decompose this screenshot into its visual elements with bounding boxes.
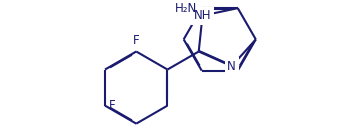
Text: F: F <box>109 99 116 112</box>
Text: N: N <box>227 60 236 73</box>
Text: NH: NH <box>194 9 211 22</box>
Text: H₂N: H₂N <box>175 2 197 15</box>
Text: F: F <box>133 34 140 47</box>
